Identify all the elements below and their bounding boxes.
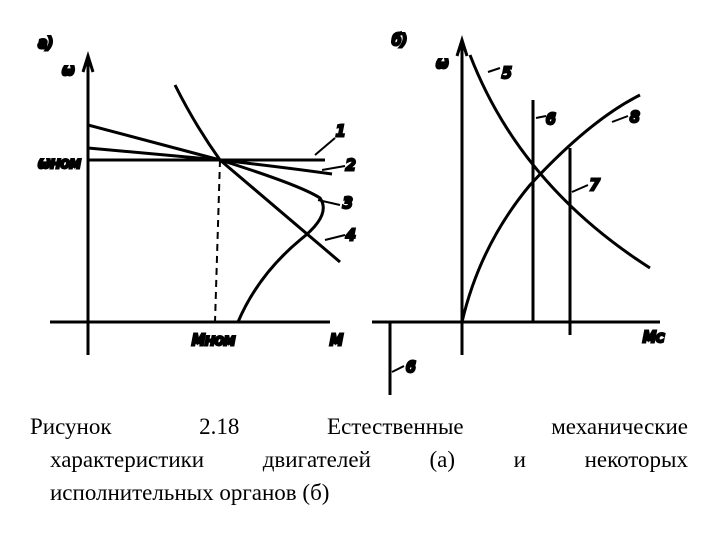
curve-8 bbox=[460, 93, 641, 323]
label: 6 bbox=[406, 358, 416, 376]
label: б) bbox=[392, 31, 407, 49]
figure: а) ω ωном 1 2 3 4 Мном М б) ω 5 6 8 7 Мс… bbox=[37, 30, 666, 395]
label: 2 bbox=[346, 156, 356, 174]
curve-4 bbox=[173, 84, 341, 264]
label: а) bbox=[38, 34, 53, 52]
curve-5 bbox=[468, 54, 651, 270]
label: 5 bbox=[502, 64, 512, 82]
caption-line: Рисунок 2.18 Естественные механические bbox=[30, 414, 688, 439]
label: ωном bbox=[38, 154, 81, 172]
label: Мс bbox=[643, 328, 665, 346]
label: 8 bbox=[630, 108, 640, 126]
label: 4 bbox=[346, 226, 356, 244]
label: ω bbox=[436, 54, 449, 72]
label: Мном bbox=[192, 331, 235, 349]
caption-line: характеристики двигателей (а) и некоторы… bbox=[50, 447, 688, 472]
dashed bbox=[214, 159, 221, 323]
leaders bbox=[391, 67, 629, 373]
label: ω bbox=[62, 61, 75, 79]
caption: Рисунок 2.18 Естественные механические х… bbox=[30, 410, 688, 509]
label: 6 bbox=[546, 110, 556, 128]
label: М bbox=[330, 331, 343, 349]
curve-3 bbox=[87, 123, 325, 323]
leaders bbox=[314, 137, 346, 241]
label: 1 bbox=[336, 122, 346, 140]
caption-line: исполнительных органов (б) bbox=[50, 480, 330, 505]
label: 7 bbox=[590, 176, 600, 194]
label: 3 bbox=[343, 194, 353, 212]
arrow bbox=[455, 34, 469, 57]
arrow bbox=[81, 50, 95, 73]
